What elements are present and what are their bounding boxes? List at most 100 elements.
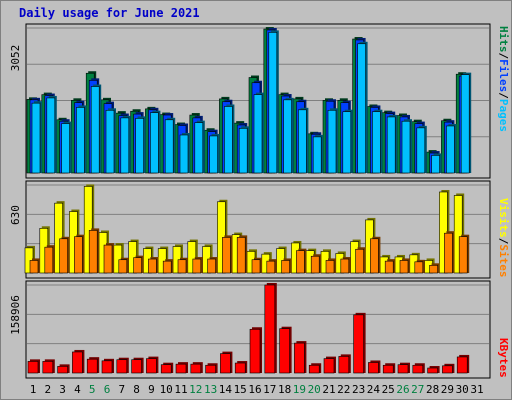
x-tick-label: 30 (456, 383, 469, 396)
bar-sites-day-5 (88, 230, 98, 274)
legend-item-files: Files (497, 59, 510, 92)
bar-kbytes-day-9 (146, 358, 157, 374)
legend-item-visits: Visits (497, 198, 510, 238)
bar-kbytes-day-5 (86, 358, 98, 374)
bar-sites-day-19 (296, 250, 305, 274)
bar-kbytes-day-30 (456, 356, 468, 374)
legend-separator: / (497, 238, 510, 245)
x-tick-label: 23 (352, 383, 365, 396)
bar-pages-day-23 (357, 43, 366, 174)
bar-sites-day-7 (118, 259, 128, 274)
x-tick-label: 8 (133, 383, 140, 396)
bar-kbytes-day-25 (382, 364, 394, 374)
bar-pages-day-9 (150, 112, 159, 174)
bar-pages-day-10 (164, 119, 174, 174)
bar-sites-day-11 (177, 259, 187, 274)
bar-kbytes-day-29 (442, 365, 453, 374)
x-tick-label: 24 (367, 383, 381, 396)
bar-pages-day-18 (283, 99, 292, 174)
bar-kbytes-day-11 (175, 363, 187, 374)
bar-pages-day-12 (194, 122, 204, 174)
bar-sites-day-20 (310, 255, 320, 274)
x-tick-label: 4 (74, 383, 81, 396)
x-tick-label: 16 (248, 383, 261, 396)
x-tick-label: 29 (441, 383, 454, 396)
bar-kbytes-day-28 (427, 367, 438, 374)
bar-sites-day-25 (384, 260, 394, 274)
legend-hits-files-pages: Hits/Files/Pages (497, 26, 510, 132)
bar-sites-day-22 (340, 258, 350, 274)
bar-sites-day-30 (458, 236, 468, 274)
bar-sites-day-14 (222, 237, 231, 274)
x-tick-label: 28 (426, 383, 439, 396)
bar-pages-day-30 (460, 74, 470, 174)
bar-pages-day-29 (446, 125, 455, 174)
bar-kbytes-day-27 (412, 364, 424, 374)
legend-separator: / (497, 53, 510, 60)
x-tick-label: 1 (30, 383, 37, 396)
bar-sites-day-17 (266, 260, 276, 274)
legend-item-kbytes: KBytes (497, 338, 510, 378)
bar-kbytes-day-12 (190, 363, 202, 374)
bar-sites-day-18 (281, 260, 290, 274)
axis-max-label: 3052 (9, 45, 22, 72)
bar-kbytes-day-7 (116, 359, 128, 374)
x-tick-label: 9 (148, 383, 155, 396)
x-tick-label: 31 (470, 383, 483, 396)
x-tick-label: 17 (263, 383, 276, 396)
bar-kbytes-day-19 (294, 342, 305, 374)
legend-item-hits: Hits (497, 26, 510, 53)
bar-pages-day-11 (179, 134, 189, 174)
bar-pages-day-6 (105, 109, 115, 174)
bar-kbytes-day-26 (397, 364, 409, 374)
bar-kbytes-day-22 (338, 356, 350, 374)
bar-sites-day-26 (399, 260, 409, 274)
x-tick-label: 12 (189, 383, 202, 396)
bar-pages-day-8 (135, 118, 144, 174)
bar-pages-day-4 (76, 107, 85, 174)
x-tick-label: 15 (234, 383, 247, 396)
axis-max-label: 630 (9, 205, 22, 225)
bar-sites-day-24 (370, 238, 379, 274)
bar-pages-day-21 (327, 109, 337, 174)
bar-kbytes-day-16 (249, 328, 261, 374)
bar-sites-day-16 (251, 259, 261, 274)
x-tick-label: 10 (160, 383, 173, 396)
x-tick-label: 14 (219, 383, 233, 396)
bar-sites-day-1 (29, 260, 39, 274)
legend-item-sites: Sites (497, 244, 510, 277)
bar-sites-day-21 (325, 260, 335, 274)
legend-separator: / (497, 92, 510, 99)
x-tick-label: 22 (337, 383, 350, 396)
bar-pages-day-16 (253, 94, 263, 174)
bar-sites-day-8 (133, 257, 142, 274)
bar-kbytes-day-8 (131, 359, 142, 374)
bar-pages-day-7 (120, 117, 130, 174)
bar-sites-day-2 (44, 246, 54, 274)
bar-kbytes-day-3 (57, 366, 68, 374)
bar-kbytes-day-20 (308, 364, 320, 374)
bar-pages-day-14 (224, 106, 233, 174)
bar-kbytes-day-13 (205, 364, 216, 374)
bar-pages-day-20 (312, 136, 322, 174)
bar-sites-day-28 (429, 265, 438, 274)
x-tick-label: 3 (59, 383, 66, 396)
bar-pages-day-1 (31, 102, 41, 174)
bar-pages-day-3 (61, 123, 70, 174)
bar-sites-day-13 (207, 258, 216, 274)
bar-sites-day-10 (162, 260, 172, 274)
x-tick-label: 27 (411, 383, 424, 396)
chart-title: Daily usage for June 2021 (19, 6, 200, 20)
bar-pages-day-28 (431, 155, 440, 174)
bar-kbytes-day-15 (234, 362, 246, 374)
bar-pages-day-22 (342, 111, 352, 174)
bar-kbytes-day-6 (101, 360, 113, 374)
bar-kbytes-day-18 (279, 328, 290, 374)
bar-sites-day-27 (414, 261, 424, 274)
legend-visits-sites: Visits/Sites (497, 198, 510, 278)
x-tick-label: 5 (89, 383, 96, 396)
bar-kbytes-day-1 (27, 361, 39, 374)
bar-pages-day-25 (386, 116, 396, 174)
bar-kbytes-day-14 (220, 353, 231, 374)
